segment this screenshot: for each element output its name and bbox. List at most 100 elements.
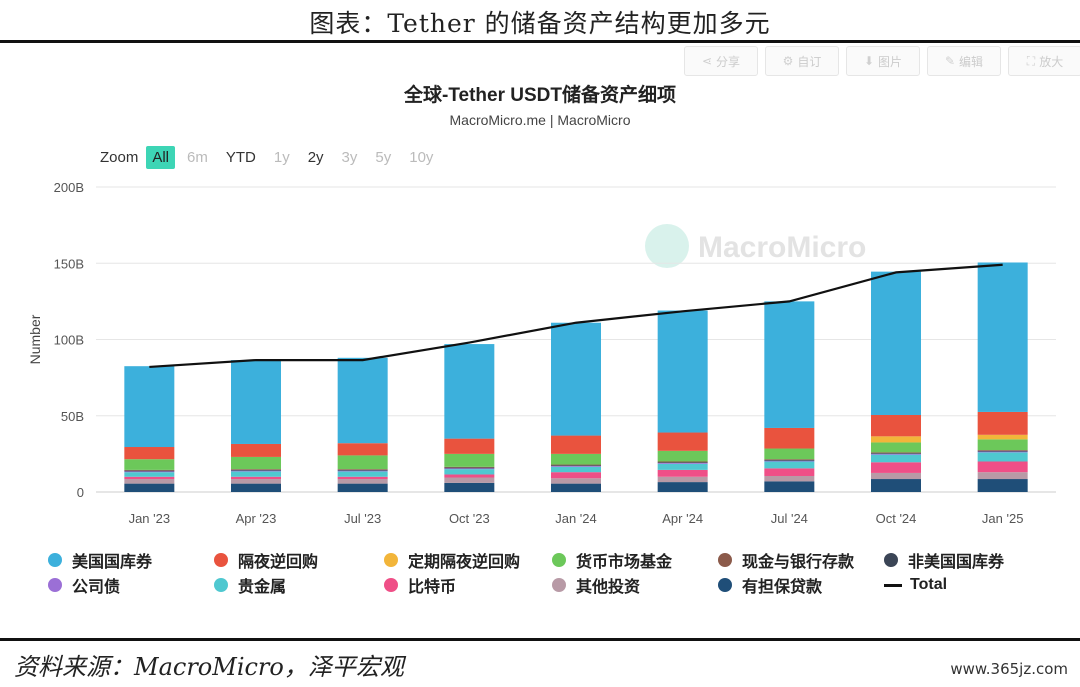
legend-item[interactable]: 隔夜逆回购	[214, 548, 318, 572]
zoom-button-5y[interactable]: 5y	[375, 149, 392, 166]
y-tick-label: 0	[77, 485, 84, 500]
legend-item[interactable]: 现金与银行存款	[718, 548, 854, 572]
bar-segment	[124, 366, 175, 448]
stacked-bar-chart: MacroMicro 0 50B 100B 150B 200B Number Jan '23 A…	[27, 180, 1056, 526]
legend-dot-marker	[384, 578, 398, 592]
legend-label: 贵金属	[238, 579, 287, 596]
legend-dot-marker	[552, 553, 566, 567]
legend-dot-marker	[48, 578, 62, 592]
bar-segment	[444, 438, 495, 454]
bar-segment	[337, 455, 388, 470]
bar-segment	[337, 483, 388, 492]
x-tick-label: Apr '24	[662, 511, 703, 526]
legend-line-marker	[884, 583, 902, 587]
bar-segment	[444, 466, 495, 468]
bar-segment	[124, 476, 175, 480]
toolbar-button-label: 自订	[797, 54, 822, 69]
bar-segment	[444, 482, 495, 492]
zoom-button-6m[interactable]: 6m	[187, 149, 208, 166]
chart-title: 全球-Tether USDT储备资产细项	[404, 85, 676, 106]
legend-dot-marker	[384, 553, 398, 567]
legend-label: 隔夜逆回购	[238, 554, 319, 571]
bar-segment	[444, 467, 495, 469]
watermark-logo-icon	[645, 224, 689, 268]
zoom-button-3y[interactable]: 3y	[341, 149, 358, 166]
zoom-button-10y[interactable]: 10y	[409, 149, 434, 166]
legend-item[interactable]: 比特币	[384, 573, 456, 597]
download-icon: ⬇	[863, 54, 875, 68]
bar-segment	[551, 465, 601, 467]
bar-segment	[977, 472, 1028, 480]
legend-dot-marker	[214, 578, 228, 592]
x-tick-label: Oct '23	[449, 511, 490, 526]
zoom-label: Zoom	[100, 149, 139, 166]
bar-segment	[977, 434, 1028, 440]
bar-segment	[551, 435, 601, 454]
bar-segment	[871, 479, 921, 492]
zoom-button-ytd[interactable]: YTD	[225, 149, 256, 166]
toolbar-button-share[interactable]: ⋖ 分享	[684, 46, 758, 76]
legend-item[interactable]: 非美国国库券	[884, 548, 1004, 572]
bar-segment	[977, 450, 1028, 452]
legend-item[interactable]: 贵金属	[214, 573, 286, 597]
zoom-button-2y[interactable]: 2y	[307, 149, 324, 166]
toolbar-button-label: 编辑	[959, 54, 984, 69]
x-tick-label: Oct '24	[876, 511, 917, 526]
bar-segment	[551, 466, 601, 473]
legend-item[interactable]: 货币市场基金	[552, 548, 672, 572]
chart-subtitle: MacroMicro.me | MacroMicro	[449, 112, 631, 128]
legend-item[interactable]: 有担保贷款	[718, 573, 822, 597]
bar-segment	[657, 310, 708, 433]
legend-item[interactable]: 公司债	[48, 573, 120, 597]
bar-segment	[657, 463, 708, 464]
bar-segment	[444, 469, 495, 475]
bar-segment	[977, 479, 1028, 492]
toolbar-button-expand[interactable]: ⛶ 放大	[1008, 46, 1080, 76]
bar-segment	[871, 453, 921, 454]
bar-segment	[231, 471, 281, 477]
zoom-button-1y[interactable]: 1y	[273, 149, 290, 166]
bar-segment	[871, 462, 921, 473]
bar-segment	[764, 448, 815, 460]
legend-dot-marker	[48, 553, 62, 567]
expand-icon: ⛶	[1026, 53, 1036, 68]
bar-segment	[231, 470, 281, 472]
legend-item[interactable]: Total	[884, 573, 947, 597]
legend-dot-marker	[718, 578, 732, 592]
bar-segment	[764, 481, 815, 492]
chart-toolbar: ⋖ 分享 ⚙ 自订 ⬇ 图片 ✎ 编辑 ⛶ 放大	[684, 46, 1080, 76]
zoom-button-all[interactable]: All	[146, 146, 176, 169]
bottom-rule	[0, 638, 1080, 641]
share-icon: ⋖	[701, 54, 713, 68]
bar-segment	[764, 475, 815, 482]
bar-segment	[764, 459, 815, 461]
y-tick-label: 100B	[54, 333, 84, 348]
bar-segment	[444, 477, 495, 483]
bar-segment	[764, 301, 815, 428]
legend-item[interactable]: 定期隔夜逆回购	[384, 548, 520, 572]
bar-segment	[337, 471, 388, 477]
bar-segment	[657, 469, 708, 477]
bar-segment	[124, 469, 175, 471]
bar-segment	[231, 469, 281, 471]
legend-label: 其他投资	[576, 579, 641, 596]
bar-segment	[124, 479, 175, 484]
toolbar-button-download[interactable]: ⬇ 图片	[846, 46, 920, 76]
bar-segment	[551, 472, 601, 479]
pencil-icon: ✎	[944, 54, 956, 68]
bar-segment	[871, 452, 921, 454]
toolbar-button-gear[interactable]: ⚙ 自订	[765, 46, 839, 76]
source-note: 资料来源：MacroMicro，泽平宏观	[14, 653, 404, 681]
bar-segment	[657, 463, 708, 470]
bar-segment	[871, 436, 921, 443]
bar-segment	[337, 470, 388, 472]
legend-label: 公司债	[72, 579, 121, 596]
toolbar-button-pencil[interactable]: ✎ 编辑	[927, 46, 1001, 76]
bar-segment	[871, 442, 921, 453]
bar-segment	[977, 411, 1028, 435]
legend-item[interactable]: 美国国库券	[48, 548, 152, 572]
bar-segment	[551, 466, 601, 467]
bar-segment	[231, 479, 281, 484]
legend-item[interactable]: 其他投资	[552, 573, 640, 597]
y-tick-label: 200B	[54, 180, 84, 195]
